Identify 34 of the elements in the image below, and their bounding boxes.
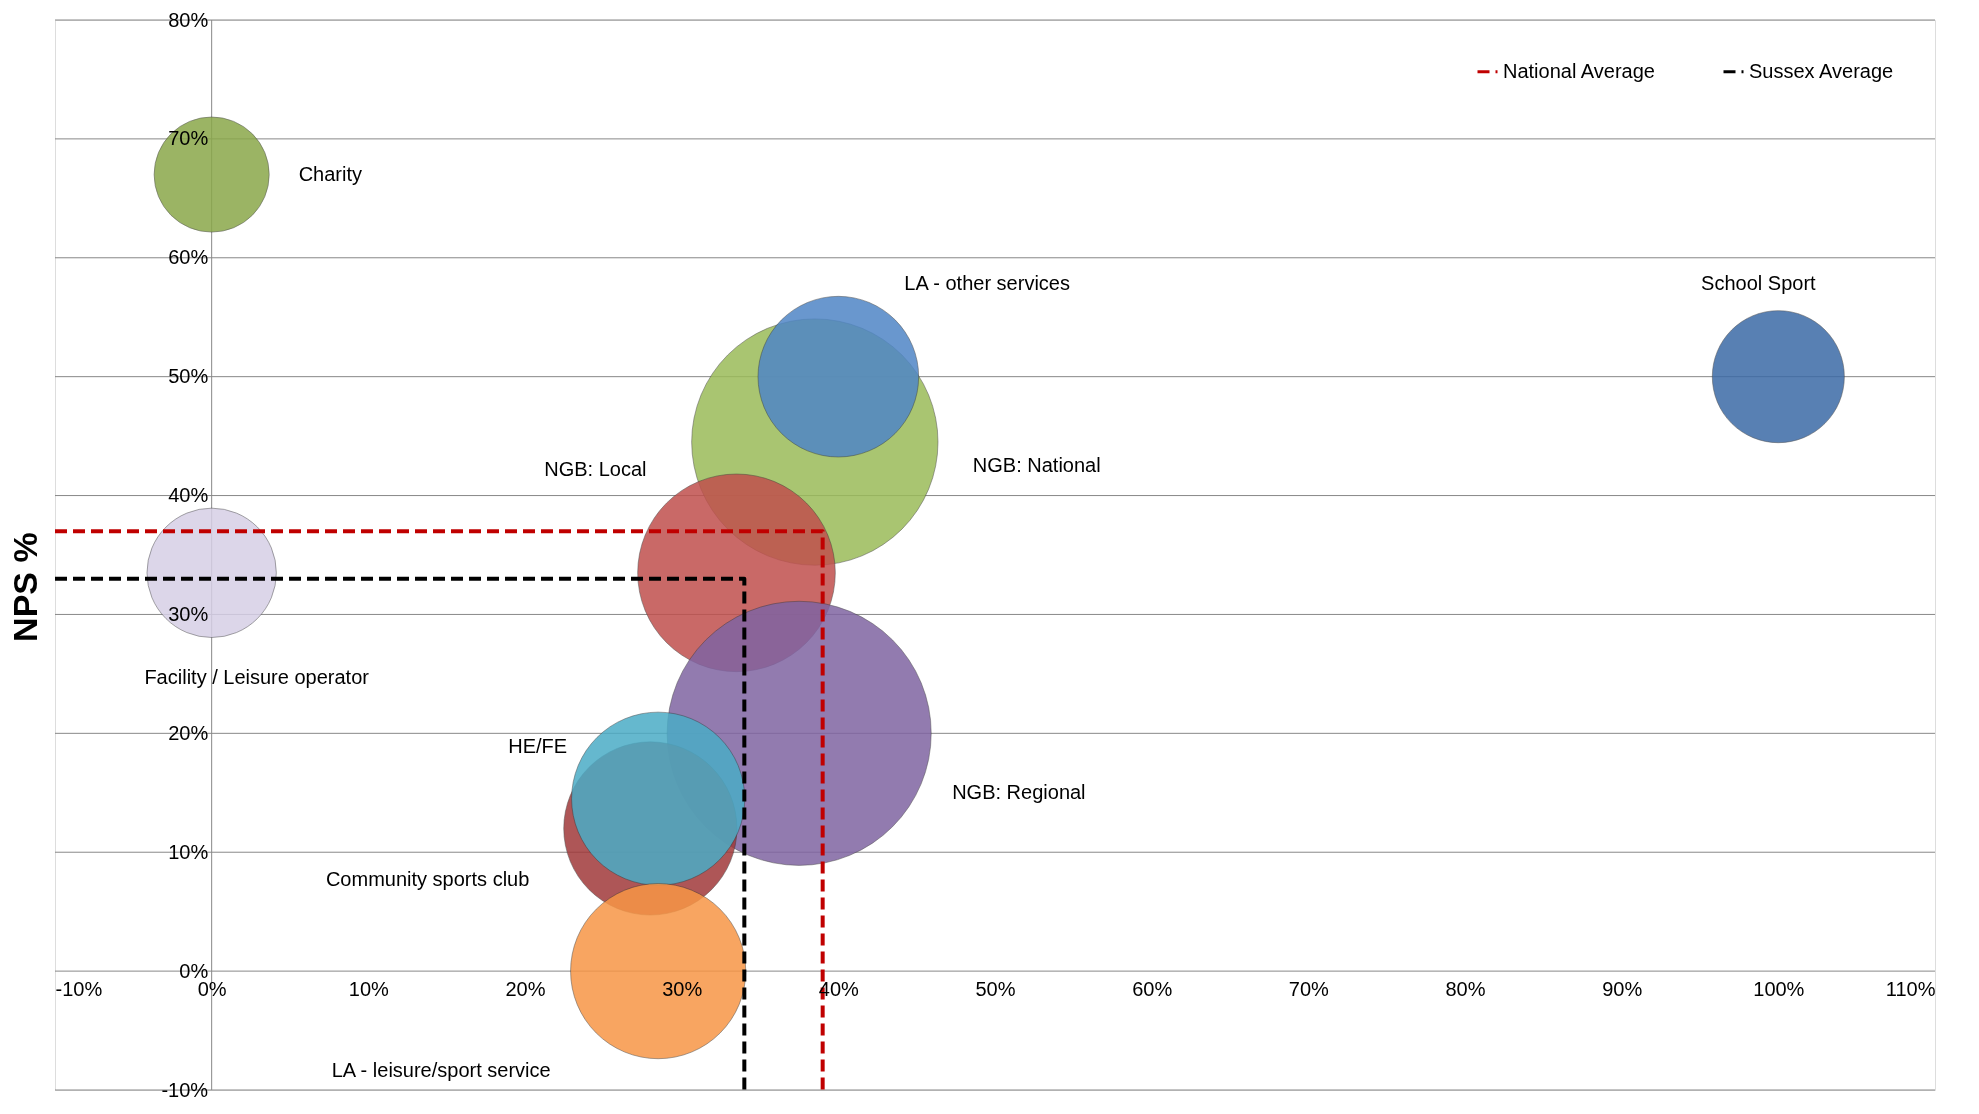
text: Facility / Leisure operator xyxy=(144,665,370,688)
series-label: NGB: National xyxy=(972,454,1101,477)
series-label: NGB: Regional xyxy=(952,781,1086,804)
y-tick-label: -10% xyxy=(161,1078,209,1101)
legend-label: National Average xyxy=(1503,59,1655,82)
x-tick-label: 100% xyxy=(1753,977,1805,1000)
series-label: HE/FE xyxy=(508,734,568,757)
y-tick-label: 70% xyxy=(168,127,209,150)
x-tick-label: 60% xyxy=(1132,977,1173,1000)
x-tick-label: 90% xyxy=(1602,977,1643,1000)
text: LA - leisure/sport service xyxy=(331,1059,551,1082)
series-label: NGB: Local xyxy=(544,457,647,480)
x-tick-label: 40% xyxy=(818,977,860,1000)
x-tick-label: 30% xyxy=(662,977,703,1000)
x-tick-label: 50% xyxy=(975,977,1016,1000)
legend-label: Sussex Average xyxy=(1749,59,1894,82)
y-tick-label: 40% xyxy=(168,484,209,507)
series-label: LA - other services xyxy=(904,271,1070,294)
y-tick-label: 10% xyxy=(168,840,209,863)
x-tick-label: 70% xyxy=(1288,977,1330,1000)
y-tick-label: 80% xyxy=(168,8,209,31)
y-tick-label: 20% xyxy=(168,721,209,744)
text: Community sports club xyxy=(325,868,530,891)
y-tick-label: 50% xyxy=(168,365,209,388)
y-tick-label: 60% xyxy=(168,246,209,269)
y-axis-title: NPS % xyxy=(6,532,44,642)
series-label: Charity xyxy=(298,162,363,185)
x-tick-label: 80% xyxy=(1445,977,1486,1000)
x-tick-label: 10% xyxy=(348,977,390,1000)
x-tick-label: 110% xyxy=(1885,977,1936,1000)
y-tick-label: 30% xyxy=(168,602,209,625)
series-label: School Sport xyxy=(1701,271,1817,294)
x-tick-label: 20% xyxy=(505,977,546,1000)
x-tick-label: -10% xyxy=(55,977,103,1000)
